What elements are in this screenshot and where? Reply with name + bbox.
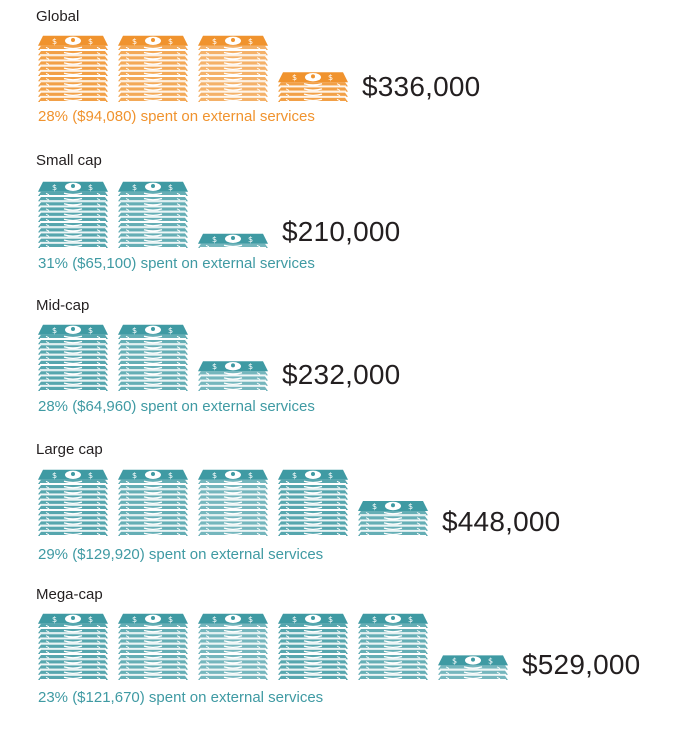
category-label-large-cap: Large cap: [36, 441, 103, 458]
category-label-global: Global: [36, 8, 80, 25]
full-money-stack: $ $: [198, 613, 268, 680]
svg-text:$: $: [132, 183, 137, 192]
category-label-small-cap: Small cap: [36, 152, 102, 169]
full-money-stack: $ $: [118, 469, 188, 536]
money-stacks-svg: $ $ $ $ $ $ $ $$ $: [38, 469, 428, 536]
money-stacks-svg: $ $ $ $$ $: [38, 181, 268, 248]
svg-text:$: $: [488, 656, 493, 665]
external-share-small-cap: 31% ($65,100) spent on external services: [38, 255, 315, 272]
svg-text:$: $: [292, 615, 297, 624]
full-money-stack: $ $: [38, 35, 108, 102]
external-share-mid-cap: 28% ($64,960) spent on external services: [38, 398, 315, 415]
svg-text:$: $: [292, 471, 297, 480]
category-label-mid-cap: Mid-cap: [36, 297, 90, 314]
svg-text:$: $: [212, 235, 217, 244]
svg-text:$: $: [328, 73, 333, 82]
full-money-stack: $ $: [198, 469, 268, 536]
svg-text:$: $: [88, 615, 93, 624]
money-stacks-svg: $ $ $ $$ $: [38, 324, 268, 391]
svg-text:$: $: [168, 471, 173, 480]
svg-text:$: $: [52, 471, 57, 480]
svg-text:$: $: [328, 471, 333, 480]
money-stacks-svg: $ $ $ $ $ $ $ $ $ $$ $: [38, 613, 508, 680]
stack-row-global: $ $ $ $ $ $ $ $: [38, 35, 358, 106]
svg-text:$: $: [248, 362, 253, 371]
total-value-mega-cap: $529,000: [522, 649, 641, 680]
svg-text:$: $: [132, 471, 137, 480]
svg-text:$: $: [52, 37, 57, 46]
partial-money-stack: $ $: [198, 361, 268, 391]
svg-text:$: $: [248, 615, 253, 624]
partial-money-stack: $ $: [358, 501, 428, 536]
svg-text:$: $: [248, 37, 253, 46]
partial-money-stack: $ $: [198, 233, 268, 248]
svg-text:$: $: [52, 615, 57, 624]
full-money-stack: $ $: [278, 469, 348, 536]
svg-text:$: $: [88, 37, 93, 46]
full-money-stack: $ $: [38, 613, 108, 680]
total-value-small-cap: $210,000: [282, 216, 401, 247]
money-stacks-svg: $ $ $ $ $ $$ $: [38, 35, 348, 102]
full-money-stack: $ $: [118, 35, 188, 102]
external-share-mega-cap: 23% ($121,670) spent on external service…: [38, 689, 324, 706]
full-money-stack: $ $: [38, 181, 108, 248]
full-money-stack: $ $: [118, 324, 188, 391]
svg-text:$: $: [168, 615, 173, 624]
svg-text:$: $: [212, 362, 217, 371]
svg-text:$: $: [212, 615, 217, 624]
partial-money-stack: $ $: [278, 72, 348, 102]
svg-text:$: $: [88, 326, 93, 335]
svg-text:$: $: [212, 37, 217, 46]
external-share-large-cap: 29% ($129,920) spent on external service…: [38, 546, 324, 563]
svg-text:$: $: [248, 235, 253, 244]
svg-text:$: $: [408, 502, 413, 511]
total-value-large-cap: $448,000: [442, 506, 561, 537]
full-money-stack: $ $: [118, 613, 188, 680]
svg-text:$: $: [168, 183, 173, 192]
external-share-global: 28% ($94,080) spent on external services: [38, 108, 315, 125]
full-money-stack: $ $: [198, 35, 268, 102]
total-value-global: $336,000: [362, 71, 481, 102]
svg-text:$: $: [168, 326, 173, 335]
svg-text:$: $: [88, 183, 93, 192]
partial-money-stack: $ $: [438, 655, 508, 680]
svg-text:$: $: [132, 615, 137, 624]
svg-text:$: $: [408, 615, 413, 624]
total-value-mid-cap: $232,000: [282, 359, 401, 390]
full-money-stack: $ $: [278, 613, 348, 680]
stack-row-large-cap: $ $ $ $ $ $ $ $ $ $: [38, 469, 438, 540]
svg-text:$: $: [248, 471, 253, 480]
full-money-stack: $ $: [358, 613, 428, 680]
full-money-stack: $ $: [118, 181, 188, 248]
svg-text:$: $: [452, 656, 457, 665]
svg-text:$: $: [132, 37, 137, 46]
svg-text:$: $: [372, 615, 377, 624]
svg-text:$: $: [52, 326, 57, 335]
stack-row-small-cap: $ $ $ $ $ $: [38, 181, 278, 252]
svg-text:$: $: [212, 471, 217, 480]
full-money-stack: $ $: [38, 324, 108, 391]
svg-text:$: $: [292, 73, 297, 82]
svg-text:$: $: [168, 37, 173, 46]
svg-text:$: $: [132, 326, 137, 335]
stack-row-mega-cap: $ $ $ $ $ $ $ $ $ $ $ $: [38, 613, 518, 684]
category-label-mega-cap: Mega-cap: [36, 586, 103, 603]
stack-row-mid-cap: $ $ $ $ $ $: [38, 324, 278, 395]
svg-text:$: $: [88, 471, 93, 480]
svg-text:$: $: [52, 183, 57, 192]
svg-text:$: $: [328, 615, 333, 624]
full-money-stack: $ $: [38, 469, 108, 536]
svg-text:$: $: [372, 502, 377, 511]
